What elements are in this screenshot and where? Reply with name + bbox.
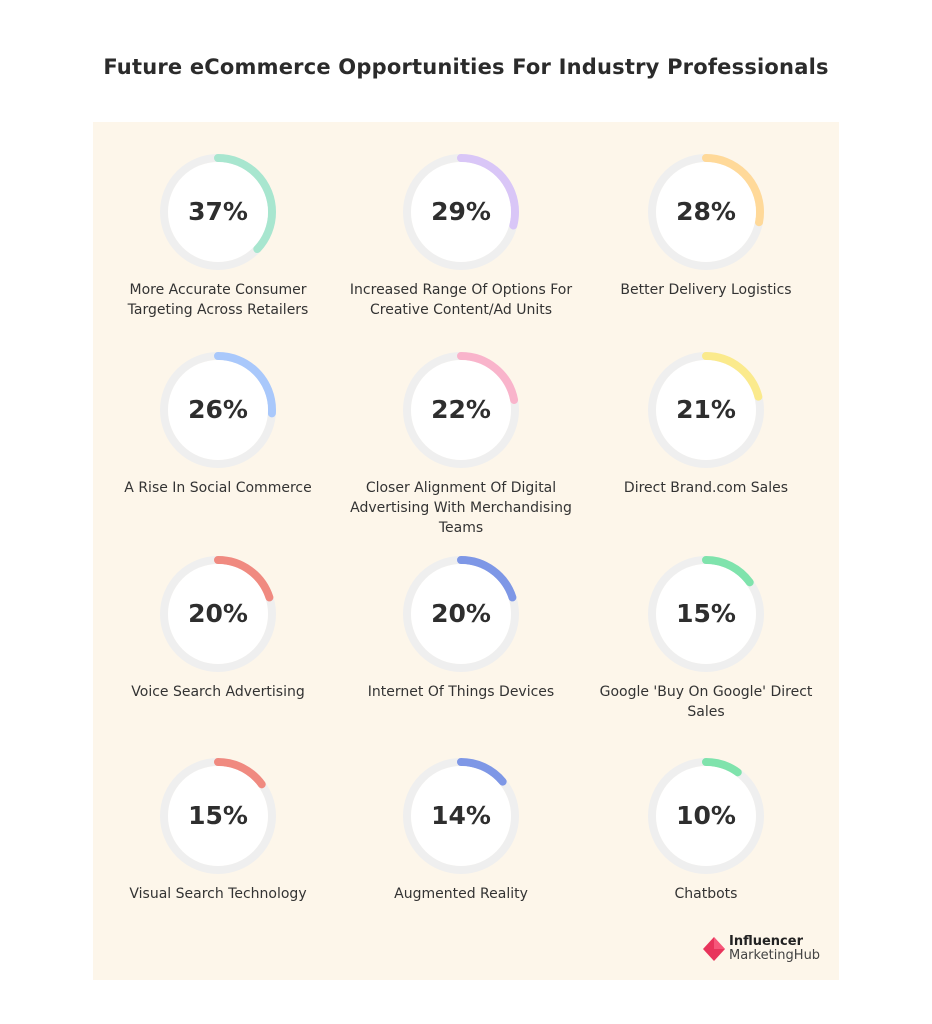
radial-item: 21% Direct Brand.com Sales [586,350,826,550]
percentage-value: 10% [676,801,736,830]
ring-center [411,766,511,866]
radial-item: 26% A Rise In Social Commerce [98,350,338,550]
radial-ring-svg [403,352,519,468]
radial-ring: 15% [158,756,278,876]
ring-progress-arc [403,758,519,874]
percentage-value: 22% [431,395,491,424]
item-label: Direct Brand.com Sales [623,480,789,496]
radial-item: 37% More Accurate Consumer Targeting Acro… [98,152,338,352]
ring-center [168,162,268,262]
percentage-value: 26% [188,395,248,424]
item-label: Increased Range Of Options For Creative … [349,282,573,318]
percentage-value: 15% [188,801,248,830]
radial-ring: 22% [401,350,521,470]
ring-progress-arc [403,154,519,270]
item-label: More Accurate Consumer Targeting Across … [127,282,309,318]
ring-center [411,564,511,664]
ring-progress-arc [403,352,519,468]
ring-center [411,162,511,262]
radial-ring: 28% [646,152,766,272]
radial-ring-svg [160,556,276,672]
radial-ring: 21% [646,350,766,470]
ring-progress-arc [648,154,764,270]
logo-diamond-icon [703,937,725,961]
percentage-value: 21% [676,395,736,424]
radial-ring: 26% [158,350,278,470]
radial-item: 22% Closer Alignment Of Digital Advertisi… [341,350,581,550]
ring-progress-arc [160,556,276,672]
ring-center [656,162,756,262]
item-label: Visual Search Technology [129,886,307,902]
ring-center [168,766,268,866]
ring-progress-arc [403,556,519,672]
logo-text-line2: MarketingHub [729,948,821,963]
ring-progress-arc [648,758,764,874]
ring-progress-arc [160,154,276,270]
ring-center [656,766,756,866]
ring-progress-arc [648,352,764,468]
ring-center [656,564,756,664]
percentage-value: 14% [431,801,491,830]
chart-title: Future eCommerce Opportunities For Indus… [103,55,829,79]
item-label: Augmented Reality [394,886,528,902]
ring-center [168,360,268,460]
radial-ring-svg [648,758,764,874]
item-label: Google 'Buy On Google' Direct Sales [599,684,813,720]
ring-progress-arc [648,556,764,672]
logo-text-line1: Influencer [729,934,803,949]
radial-ring-svg [403,758,519,874]
radial-item: 15% Visual Search Technology [98,756,338,956]
radial-ring-svg [403,154,519,270]
radial-ring: 15% [646,554,766,674]
ring-center [656,360,756,460]
item-label: Closer Alignment Of Digital Advertising … [350,480,572,536]
radial-ring: 14% [401,756,521,876]
radial-ring-svg [160,352,276,468]
ring-center [168,564,268,664]
percentage-value: 37% [188,197,248,226]
percentage-value: 28% [676,197,736,226]
item-label: Better Delivery Logistics [620,282,792,298]
item-label: Internet Of Things Devices [367,684,555,700]
radial-ring: 37% [158,152,278,272]
radial-ring: 20% [401,554,521,674]
item-label: Chatbots [674,886,738,902]
percentage-value: 20% [431,599,491,628]
radial-ring: 29% [401,152,521,272]
radial-item: 20% Voice Search Advertising [98,554,338,754]
percentage-value: 29% [431,197,491,226]
radial-ring-svg [403,556,519,672]
radial-item: 29% Increased Range Of Options For Creati… [341,152,581,352]
radial-ring-svg [648,352,764,468]
radial-item: 20% Internet Of Things Devices [341,554,581,754]
radial-ring-svg [648,556,764,672]
ring-center [411,360,511,460]
influencer-marketinghub-logo: Influencer MarketingHub [703,934,833,968]
percentage-value: 20% [188,599,248,628]
ring-progress-arc [160,758,276,874]
percentage-value: 15% [676,599,736,628]
item-label: A Rise In Social Commerce [124,480,312,496]
radial-ring-svg [648,154,764,270]
radial-item: 10% Chatbots [586,756,826,956]
radial-ring-svg [160,758,276,874]
radial-ring-svg [160,154,276,270]
item-label: Voice Search Advertising [131,684,305,700]
radial-ring: 10% [646,756,766,876]
radial-item: 15% Google 'Buy On Google' Direct Sales [586,554,826,754]
radial-item: 28% Better Delivery Logistics [586,152,826,352]
ring-progress-arc [160,352,276,468]
radial-item: 14% Augmented Reality [341,756,581,956]
radial-ring: 20% [158,554,278,674]
